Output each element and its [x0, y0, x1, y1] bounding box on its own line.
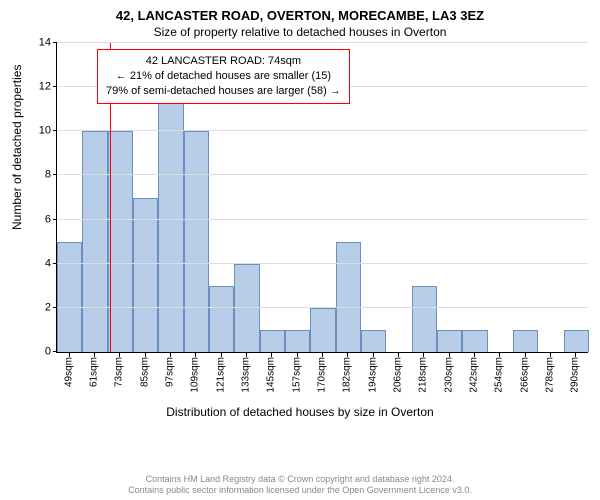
x-tick-label: 97sqm — [165, 357, 176, 387]
chart-title-main: 42, LANCASTER ROAD, OVERTON, MORECAMBE, … — [0, 0, 600, 23]
histogram-bar — [108, 131, 133, 352]
plot-area: 0246810121442 LANCASTER ROAD: 74sqm← 21%… — [56, 43, 588, 353]
y-tick-label: 4 — [45, 258, 57, 269]
x-tick-label: 242sqm — [469, 357, 480, 393]
x-tick-label: 85sqm — [139, 357, 150, 387]
footer-line2: Contains public sector information licen… — [0, 485, 600, 496]
gridline — [57, 130, 588, 131]
histogram-bar — [361, 330, 386, 352]
info-box-line: ← 21% of detached houses are smaller (15… — [106, 69, 341, 84]
x-tick-label: 206sqm — [393, 357, 404, 393]
gridline — [57, 307, 588, 308]
histogram-bar — [412, 286, 437, 352]
y-tick-label: 14 — [39, 38, 57, 49]
x-tick-label: 109sqm — [190, 357, 201, 393]
histogram-bar — [462, 330, 487, 352]
histogram-bar — [82, 131, 107, 352]
x-tick-label: 73sqm — [114, 357, 125, 387]
info-box: 42 LANCASTER ROAD: 74sqm← 21% of detache… — [97, 49, 350, 104]
histogram-bar — [260, 330, 285, 352]
chart-area: 0246810121442 LANCASTER ROAD: 74sqm← 21%… — [56, 43, 588, 403]
y-axis-label: Number of detached properties — [10, 65, 24, 230]
gridline — [57, 174, 588, 175]
histogram-bar — [336, 242, 361, 352]
y-tick-label: 6 — [45, 214, 57, 225]
y-tick-label: 12 — [39, 82, 57, 93]
info-box-line: 79% of semi-detached houses are larger (… — [106, 84, 341, 99]
y-tick-label: 8 — [45, 170, 57, 181]
x-tick-label: 230sqm — [443, 357, 454, 393]
y-tick-label: 2 — [45, 302, 57, 313]
info-box-line: 42 LANCASTER ROAD: 74sqm — [106, 54, 341, 69]
histogram-bar — [564, 330, 589, 352]
histogram-bar — [234, 264, 259, 352]
histogram-bar — [57, 242, 82, 352]
histogram-bar — [437, 330, 462, 352]
y-tick-label: 10 — [39, 126, 57, 137]
x-tick-label: 49sqm — [63, 357, 74, 387]
x-axis-label: Distribution of detached houses by size … — [0, 405, 600, 419]
histogram-bar — [310, 308, 335, 352]
histogram-bar — [513, 330, 538, 352]
x-tick-label: 278sqm — [545, 357, 556, 393]
histogram-bar — [285, 330, 310, 352]
x-tick-label: 133sqm — [241, 357, 252, 393]
histogram-bar — [209, 286, 234, 352]
gridline — [57, 42, 588, 43]
footer-attribution: Contains HM Land Registry data © Crown c… — [0, 474, 600, 497]
footer-line1: Contains HM Land Registry data © Crown c… — [0, 474, 600, 485]
histogram-bar — [158, 87, 183, 352]
x-tick-label: 290sqm — [570, 357, 581, 393]
x-tick-label: 157sqm — [291, 357, 302, 393]
x-tick-label: 218sqm — [418, 357, 429, 393]
gridline — [57, 263, 588, 264]
x-tick-label: 254sqm — [494, 357, 505, 393]
chart-title-sub: Size of property relative to detached ho… — [0, 23, 600, 43]
x-tick-label: 145sqm — [266, 357, 277, 393]
x-tick-label: 194sqm — [367, 357, 378, 393]
histogram-bar — [133, 198, 158, 353]
x-tick-label: 61sqm — [89, 357, 100, 387]
x-tick-label: 121sqm — [215, 357, 226, 393]
histogram-bar — [184, 131, 209, 352]
x-tick-label: 266sqm — [519, 357, 530, 393]
x-ticks-container: 49sqm 61sqm 73sqm 85sqm 97sqm 109sqm 121sqm 133… — [56, 353, 588, 403]
x-tick-label: 182sqm — [342, 357, 353, 393]
x-tick-label: 170sqm — [317, 357, 328, 393]
gridline — [57, 219, 588, 220]
